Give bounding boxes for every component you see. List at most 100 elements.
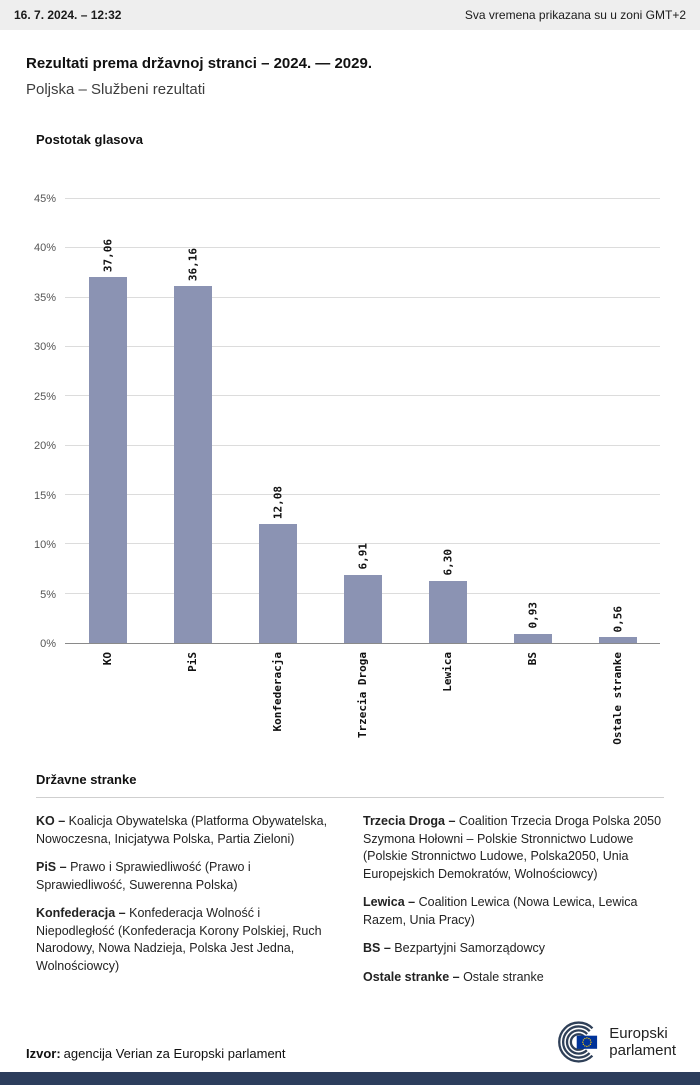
gridline [65, 494, 660, 496]
party-text: Coalition Trzecia Droga Polska 2050 Szym… [363, 814, 662, 881]
gridline [65, 247, 660, 249]
bar-value-label: 6,91 [356, 543, 369, 570]
page-subtitle: Poljska – Službeni rezultati [26, 81, 206, 98]
bar-column: 37,06 [65, 199, 150, 643]
bar-value-label: 12,08 [271, 485, 284, 519]
party-text: Koalicja Obywatelska (Platforma Obywatel… [36, 814, 328, 846]
logo-text-line2: parlament [609, 1042, 676, 1059]
y-tick-label: 10% [33, 539, 56, 552]
party-name: KO – [36, 814, 66, 828]
bar-column: 12,08 [235, 199, 320, 643]
eu-flag-icon [577, 1035, 598, 1049]
x-category-label-text: Ostale stranke [611, 652, 624, 745]
bar-lewica [428, 580, 467, 643]
x-category-label: BS [490, 644, 575, 762]
eu-parliament-hemicycle-icon [558, 1021, 600, 1063]
party-description: BS – Bezpartyjni Samorządowcy [363, 940, 664, 958]
x-category-label-text: Lewica [441, 652, 454, 692]
logo-text-line1: Europski [609, 1024, 668, 1042]
bar-value-label: 0,93 [526, 602, 539, 629]
y-tick-label: 15% [33, 489, 56, 502]
x-category-label: KO [65, 644, 150, 762]
party-name: Ostale stranke – [363, 969, 460, 984]
y-axis-labels: 0% 5% 10% 15% 20% 25% 30% 35% 40% 45% [0, 193, 65, 650]
party-text: Bezpartyjni Samorządowcy [394, 941, 546, 955]
top-status-bar: 16. 7. 2024. – 12:32 Sva vremena prikaza… [0, 0, 700, 30]
x-category-label-text: BS [526, 652, 539, 666]
party-column-right: Trzecia Droga – Coalition Trzecia Droga … [363, 813, 664, 997]
x-category-label: Ostale stranke [575, 644, 660, 762]
bar-column: 36,16 [150, 199, 235, 643]
bar-value-label: 37,06 [101, 239, 114, 273]
title-section: Rezultati prema državnoj stranci – 2024.… [0, 30, 700, 98]
bar-bs [513, 633, 552, 643]
bar-column: 0,56 [575, 199, 660, 643]
x-category-label-text: Konfederacja [271, 652, 284, 732]
bar-ko [88, 277, 127, 643]
party-text: Prawo i Sprawiedliwość (Prawo i Sprawied… [36, 860, 251, 892]
x-category-label: PiS [150, 644, 235, 762]
party-text: Ostale stranke [463, 969, 544, 984]
party-description: Konfederacja – Konfederacja Wolność i Ni… [36, 905, 337, 975]
bar-pis [173, 286, 212, 643]
y-tick-label: 20% [33, 440, 56, 453]
gridline [65, 346, 660, 348]
gridline [65, 395, 660, 397]
source-label: Izvor: [26, 1046, 61, 1061]
party-description: Trzecia Droga – Coalition Trzecia Droga … [363, 813, 664, 883]
parties-heading: Državne stranke [36, 772, 137, 787]
gridline [65, 444, 660, 446]
source-line: Izvor: agencija Verian za Europski parlam… [26, 1046, 286, 1061]
bar-trzecia-droga [343, 574, 382, 643]
party-name: Trzecia Droga – [363, 814, 456, 828]
y-tick-label: 25% [33, 390, 56, 403]
x-category-label: Konfederacja [235, 644, 320, 762]
report-datetime: 16. 7. 2024. – 12:32 [14, 8, 122, 22]
x-category-label-text: PiS [186, 652, 199, 672]
party-name: Konfederacja – [36, 906, 126, 920]
x-category-label-text: KO [101, 652, 114, 666]
bar-value-label: 36,16 [186, 248, 199, 282]
timezone-note: Sva vremena prikazana su u zoni GMT+2 [464, 8, 686, 22]
party-text: Coalition Lewica (Nowa Lewica, Lewica Ra… [363, 895, 638, 927]
x-category-label-text: Trzecia Droga [356, 652, 369, 739]
parties-section: Državne stranke KO – Koalicja Obywatelsk… [36, 772, 664, 997]
bar-column: 0,93 [490, 199, 575, 643]
party-description: Ostale stranke – Ostale stranke [363, 969, 664, 987]
bar-ostale-stranke [598, 637, 637, 643]
y-tick-label: 5% [40, 588, 56, 601]
gridline [65, 198, 660, 199]
y-tick-label: 0% [40, 638, 56, 650]
page-title: Rezultati prema državnoj stranci – 2024.… [26, 55, 372, 72]
bar-value-label: 0,56 [611, 605, 624, 633]
y-tick-label: 30% [33, 341, 56, 354]
party-description: Lewica – Coalition Lewica (Nowa Lewica, … [363, 894, 664, 929]
bottom-accent-bar [0, 1072, 700, 1085]
section-divider [36, 797, 664, 798]
party-column-left: KO – Koalicja Obywatelska (Platforma Oby… [36, 813, 337, 997]
eu-parliament-logo-text: Europski parlament [609, 1025, 676, 1060]
x-category-label: Trzecia Droga [320, 644, 405, 762]
party-name: BS – [363, 941, 391, 955]
chart-title: Postotak glasova [36, 132, 143, 147]
plot-area: 37,06 36,16 12,08 6,91 6,30 0,93 0,56 [65, 198, 660, 644]
party-description: PiS – Prawo i Sprawiedliwość (Prawo i Sp… [36, 859, 337, 894]
bar-value-label: 6,30 [441, 549, 454, 576]
party-description: KO – Koalicja Obywatelska (Platforma Oby… [36, 813, 337, 848]
party-name: Lewica – [363, 895, 416, 909]
category-labels-row: KO PiS Konfederacja Trzecia Droga Lewica BS Os… [65, 644, 660, 762]
source-text: agencija Verian za Europski parlament [63, 1046, 286, 1061]
party-text: Konfederacja Wolność i Niepodległość (Ko… [36, 906, 322, 973]
party-name: PiS – [36, 860, 67, 874]
party-descriptions: KO – Koalicja Obywatelska (Platforma Oby… [36, 813, 664, 997]
bar-konfederacja [258, 523, 297, 643]
x-category-label: Lewica [405, 644, 490, 762]
gridline [65, 543, 660, 545]
y-tick-label: 45% [33, 193, 56, 205]
bar-chart: 0% 5% 10% 15% 20% 25% 30% 35% 40% 45% 37,06 36,16 1… [0, 193, 700, 650]
bars-row: 37,06 36,16 12,08 6,91 6,30 0,93 0,56 [65, 199, 660, 643]
y-tick-label: 40% [33, 242, 56, 255]
bar-column: 6,30 [405, 199, 490, 643]
eu-parliament-logo-block: Europski parlament [534, 1019, 676, 1065]
gridline [65, 296, 660, 298]
